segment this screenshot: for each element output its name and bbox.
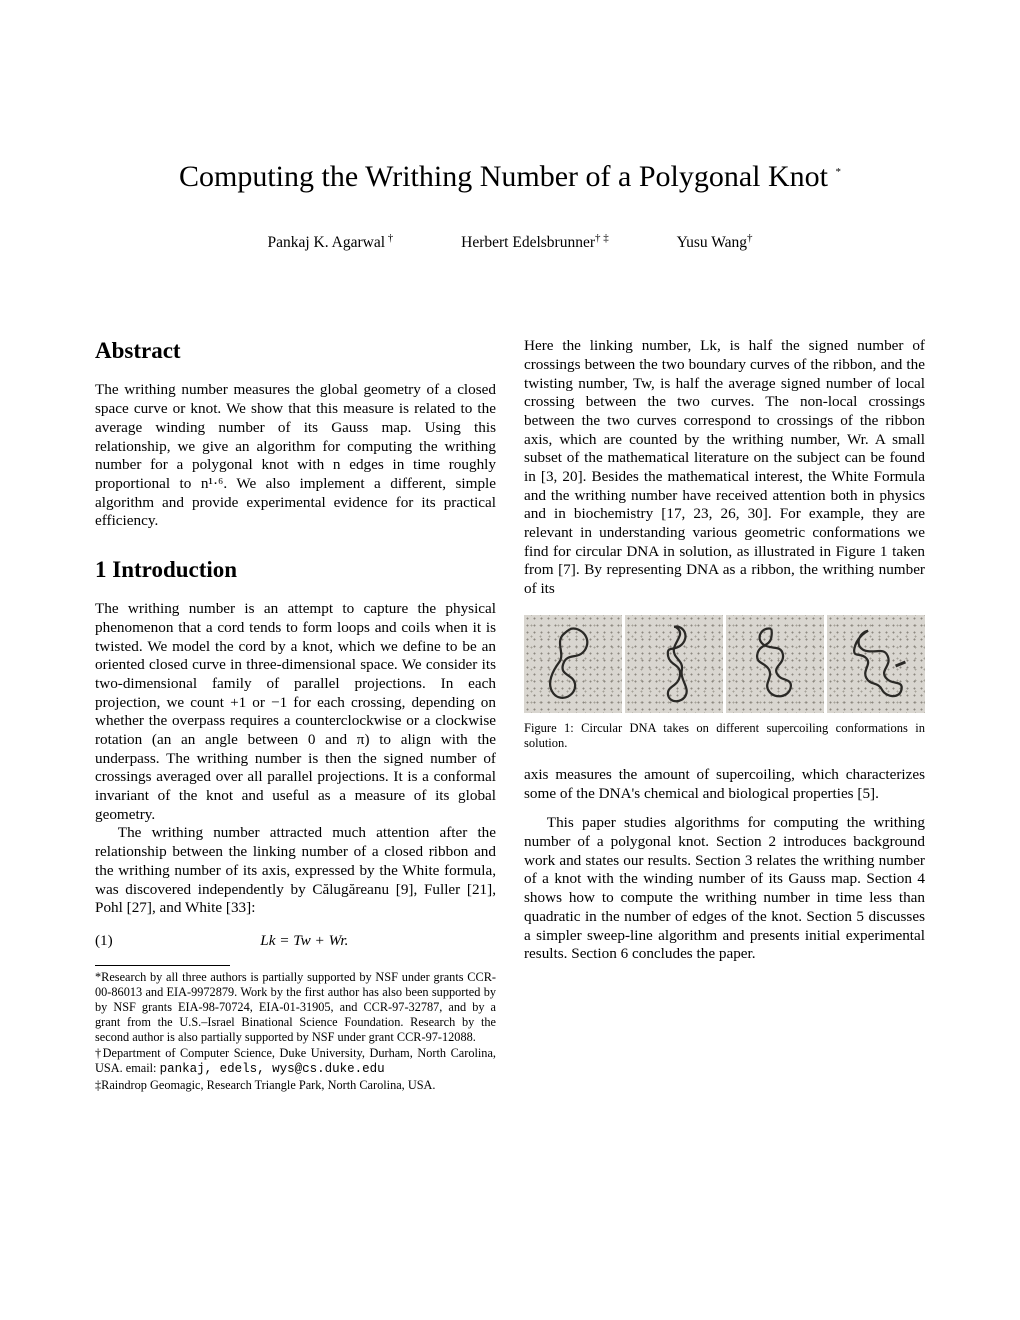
- authors-row: Pankaj K. Agarwal † Herbert Edelsbrunner…: [95, 232, 925, 252]
- author-3-name: Yusu Wang: [677, 234, 747, 251]
- right-column: Here the linking number, Lk, is half the…: [524, 337, 925, 1094]
- figure-1-panel-4: [827, 615, 925, 713]
- figure-1-panel-3: [726, 615, 824, 713]
- right-paragraph-3: This paper studies algorithms for comput…: [524, 814, 925, 964]
- abstract-heading: Abstract: [95, 337, 496, 365]
- author-2-sup: † ‡: [595, 232, 609, 244]
- figure-1-panel-1: [524, 615, 622, 713]
- equation-number: (1): [95, 932, 113, 951]
- author-2-name: Herbert Edelsbrunner: [461, 234, 595, 251]
- right-paragraph-2: axis measures the amount of supercoiling…: [524, 766, 925, 803]
- author-3-sup: †: [747, 232, 753, 244]
- equation-1: (1) Lk = Tw + Wr.: [95, 932, 496, 951]
- intro-paragraph-2: The writhing number attracted much atten…: [95, 824, 496, 917]
- title-sup: *: [836, 166, 842, 178]
- author-1-name: Pankaj K. Agarwal: [268, 234, 386, 251]
- figure-1-caption: Figure 1: Circular DNA takes on differen…: [524, 721, 925, 752]
- author-1: Pankaj K. Agarwal †: [268, 232, 394, 252]
- two-column-layout: Abstract The writhing number measures th…: [95, 337, 925, 1094]
- figure-1-panels: [524, 615, 925, 713]
- footnote-2-emails: pankaj, edels, wys@cs.duke.edu: [160, 1062, 385, 1076]
- abstract-body: The writhing number measures the global …: [95, 381, 496, 531]
- title-text: Computing the Writhing Number of a Polyg…: [179, 160, 828, 193]
- paper-title: Computing the Writhing Number of a Polyg…: [95, 160, 925, 194]
- footnotes: *Research by all three authors is partia…: [95, 970, 496, 1093]
- footnote-rule: [95, 965, 230, 966]
- author-3: Yusu Wang†: [677, 232, 753, 252]
- intro-paragraph-1: The writhing number is an attempt to cap…: [95, 600, 496, 824]
- author-2: Herbert Edelsbrunner† ‡: [461, 232, 609, 252]
- figure-1: Figure 1: Circular DNA takes on differen…: [524, 615, 925, 752]
- footnote-2: †Department of Computer Science, Duke Un…: [95, 1046, 496, 1077]
- left-column: Abstract The writhing number measures th…: [95, 337, 496, 1094]
- author-1-sup: †: [385, 232, 393, 244]
- equation-body: Lk = Tw + Wr.: [113, 932, 496, 951]
- footnote-3: ‡Raindrop Geomagic, Research Triangle Pa…: [95, 1078, 496, 1093]
- section-1-heading: 1 Introduction: [95, 556, 496, 584]
- figure-1-panel-2: [625, 615, 723, 713]
- right-paragraph-1: Here the linking number, Lk, is half the…: [524, 337, 925, 599]
- footnote-1: *Research by all three authors is partia…: [95, 970, 496, 1045]
